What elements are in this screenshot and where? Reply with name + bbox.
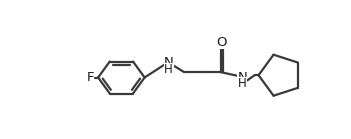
Text: H: H	[238, 77, 247, 90]
Text: O: O	[216, 36, 227, 49]
Text: N: N	[237, 71, 247, 84]
Text: F: F	[87, 71, 94, 84]
Text: H: H	[164, 63, 173, 75]
Text: N: N	[164, 56, 173, 69]
